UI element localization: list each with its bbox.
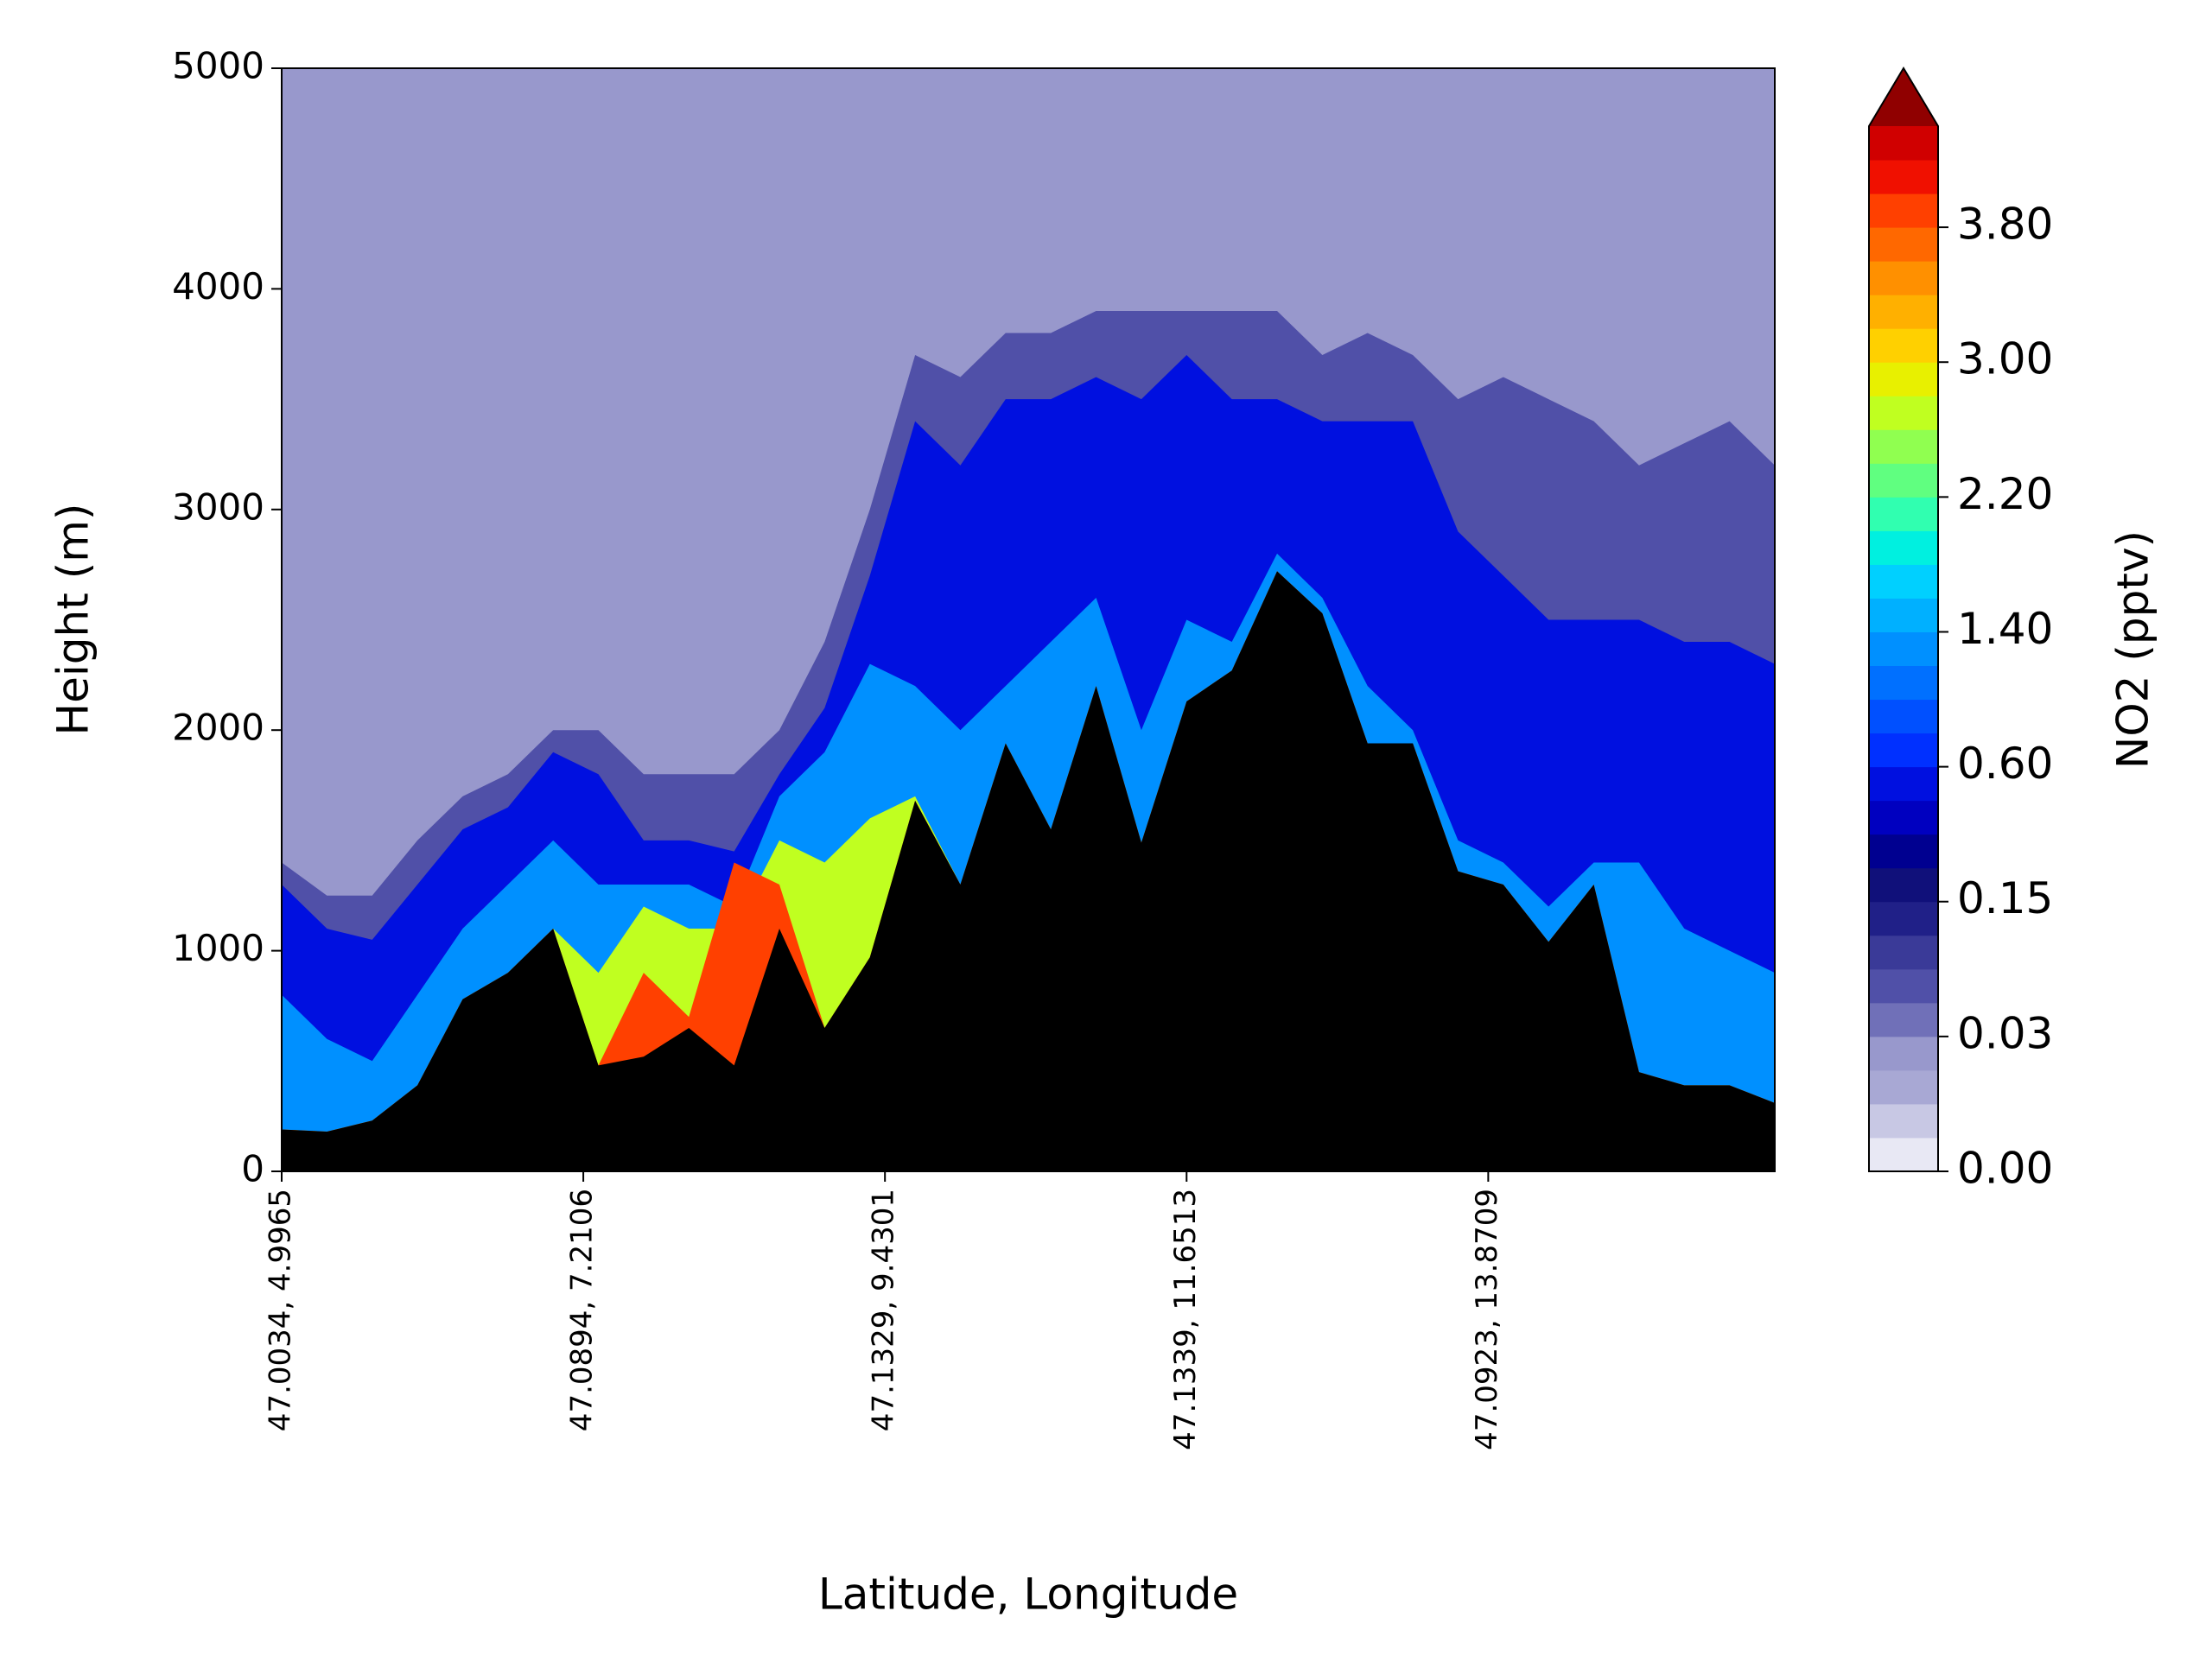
x-tick-label: 47.0894, 7.2106 [565, 1189, 600, 1431]
y-axis-label: Height (m) [48, 504, 99, 736]
y-tick-label: 3000 [172, 485, 264, 528]
colorbar-tick-label: 0.15 [1957, 873, 2053, 923]
colorbar-segment [1869, 699, 1938, 734]
colorbar-segment [1869, 766, 1938, 802]
colorbar-segment [1869, 901, 1938, 936]
colorbar-extend [1869, 68, 1938, 126]
y-tick-label: 1000 [172, 927, 264, 969]
colorbar-segment [1869, 935, 1938, 970]
colorbar-segment [1869, 1137, 1938, 1172]
x-axis-label: Latitude, Longitude [818, 1570, 1238, 1620]
colorbar-segment [1869, 295, 1938, 329]
x-tick-label: 47.0034, 4.9965 [264, 1189, 298, 1431]
colorbar-segment [1869, 160, 1938, 194]
plot-frame [281, 67, 1776, 1172]
colorbar-segment [1869, 429, 1938, 464]
colorbar-segment [1869, 261, 1938, 295]
colorbar-tick-label: 0.00 [1957, 1144, 2053, 1194]
colorbar-segment [1869, 1103, 1938, 1139]
colorbar-segment [1869, 1069, 1938, 1105]
colorbar-segment [1869, 800, 1938, 835]
x-tick-label: 47.1339, 11.6513 [1168, 1189, 1203, 1450]
colorbar-segment [1869, 193, 1938, 228]
colorbar-segment [1869, 328, 1938, 363]
colorbar-segment [1869, 598, 1938, 632]
colorbar-frame [1868, 67, 1939, 1172]
colorbar-tick-label: 3.00 [1957, 334, 2053, 384]
colorbar-segment [1869, 733, 1938, 768]
colorbar-segment [1869, 463, 1938, 498]
colorbar-tick-label: 0.03 [1957, 1008, 2053, 1058]
colorbar-segment [1869, 665, 1938, 701]
y-tick-label: 5000 [172, 45, 264, 87]
colorbar-tick-label: 0.60 [1957, 739, 2053, 789]
colorbar-segment [1869, 834, 1938, 869]
colorbar-segment [1869, 497, 1938, 531]
colorbar-segment [1869, 631, 1938, 667]
colorbar-segment [1869, 530, 1938, 565]
y-tick-label: 2000 [172, 707, 264, 749]
colorbar-segment [1869, 1002, 1938, 1037]
colorbar-label: NO2 (pptv) [2108, 530, 2158, 769]
y-tick-label: 4000 [172, 265, 264, 308]
colorbar-segment [1869, 867, 1938, 903]
colorbar-tick-label: 3.80 [1957, 200, 2053, 250]
colorbar-tick-label: 2.20 [1957, 469, 2053, 519]
y-tick-label: 0 [241, 1148, 264, 1190]
colorbar-segment [1869, 126, 1938, 161]
x-tick-label: 47.1329, 9.4301 [867, 1189, 901, 1431]
terrain [282, 571, 1775, 1171]
colorbar-segment [1869, 227, 1938, 262]
colorbar-segment [1869, 396, 1938, 430]
colorbar-segment [1869, 968, 1938, 1004]
colorbar-segment [1869, 564, 1938, 599]
colorbar-segment [1869, 362, 1938, 396]
colorbar-segment [1869, 1036, 1938, 1071]
x-tick-label: 47.0923, 13.8709 [1470, 1189, 1504, 1450]
plot-area [282, 68, 1775, 1171]
colorbar-tick-label: 1.40 [1957, 604, 2053, 654]
